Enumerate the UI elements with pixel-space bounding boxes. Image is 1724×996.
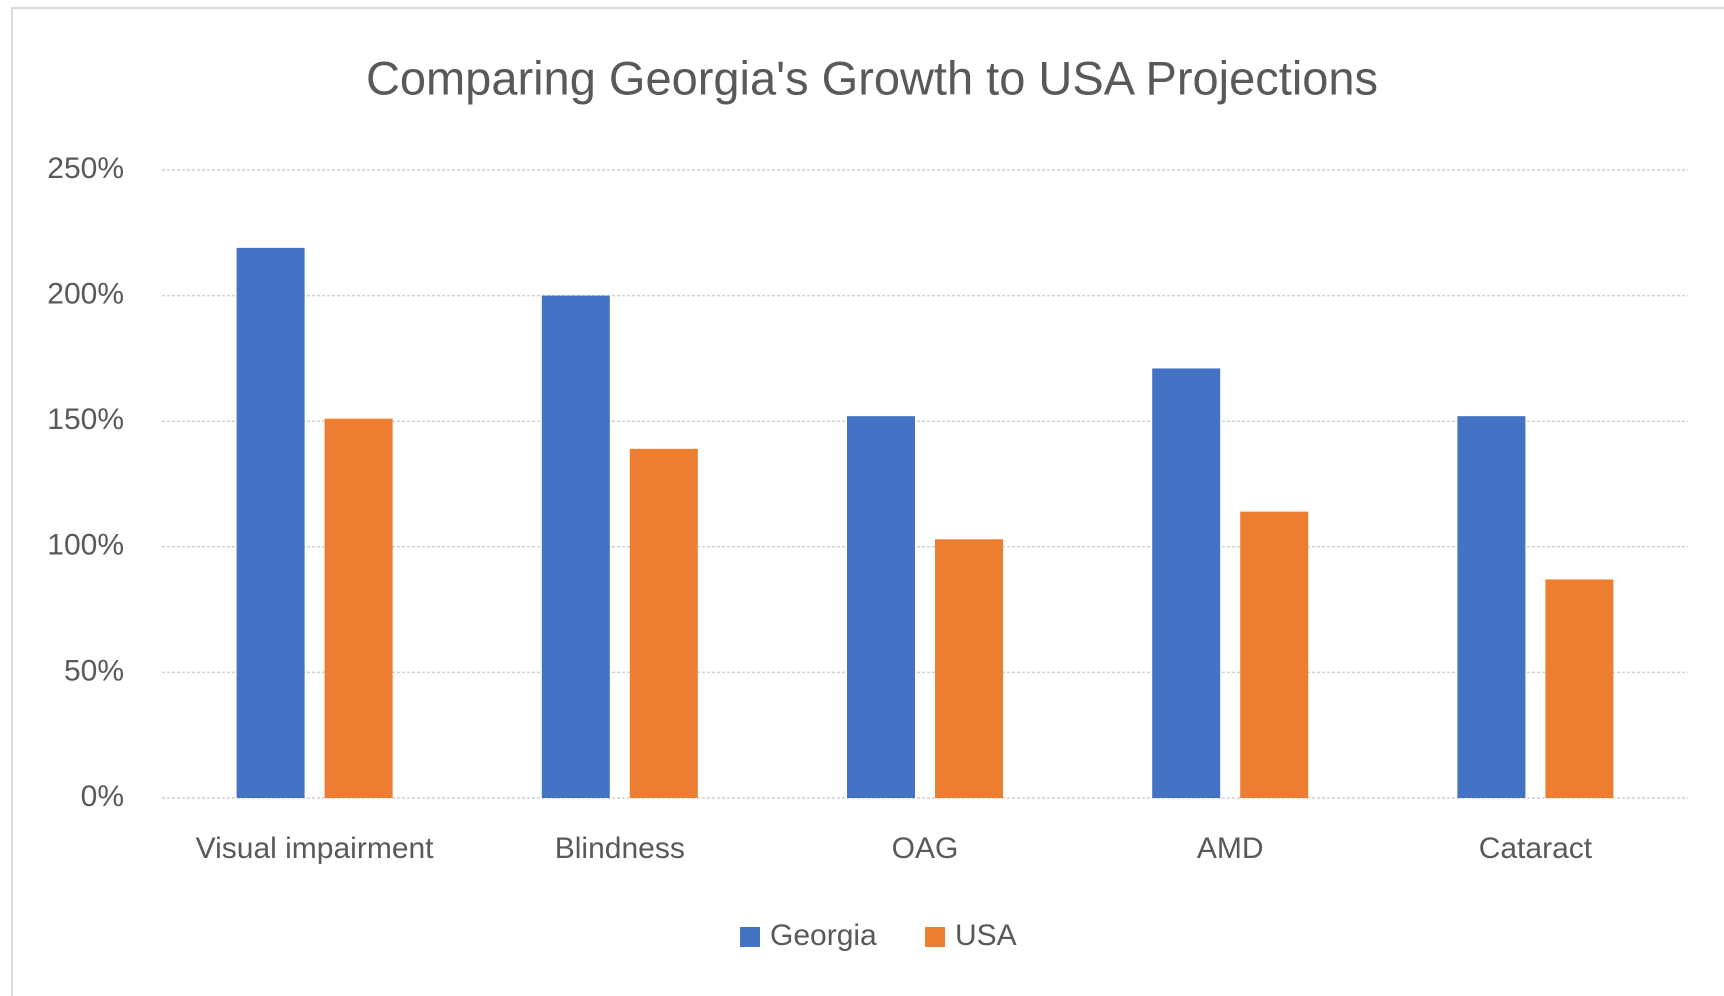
bar	[236, 247, 305, 798]
bar	[629, 448, 698, 798]
y-tick-label: 100%	[47, 529, 124, 562]
bar	[1545, 579, 1614, 798]
y-tick-label: 250%	[47, 152, 124, 185]
legend-label: Georgia	[770, 919, 877, 952]
legend-label: USA	[955, 919, 1017, 952]
bar	[1152, 368, 1221, 798]
bar	[541, 295, 610, 798]
y-tick-label: 200%	[47, 278, 124, 311]
x-tick-label: AMD	[1197, 832, 1264, 865]
x-tick-label: OAG	[892, 832, 959, 865]
y-tick-label: 0%	[81, 780, 124, 813]
bar	[1457, 416, 1526, 798]
legend-swatch	[740, 927, 760, 947]
y-tick-label: 150%	[47, 403, 124, 436]
y-tick-label: 50%	[64, 654, 124, 687]
x-tick-label: Visual impairment	[196, 832, 435, 865]
bar	[935, 539, 1003, 798]
bar	[1240, 511, 1309, 798]
bar	[847, 416, 915, 798]
legend-swatch	[925, 927, 945, 947]
bar	[324, 418, 393, 798]
chart-title: Comparing Georgia's Growth to USA Projec…	[366, 51, 1378, 104]
x-tick-label: Blindness	[555, 832, 685, 865]
x-tick-label: Cataract	[1479, 832, 1593, 865]
